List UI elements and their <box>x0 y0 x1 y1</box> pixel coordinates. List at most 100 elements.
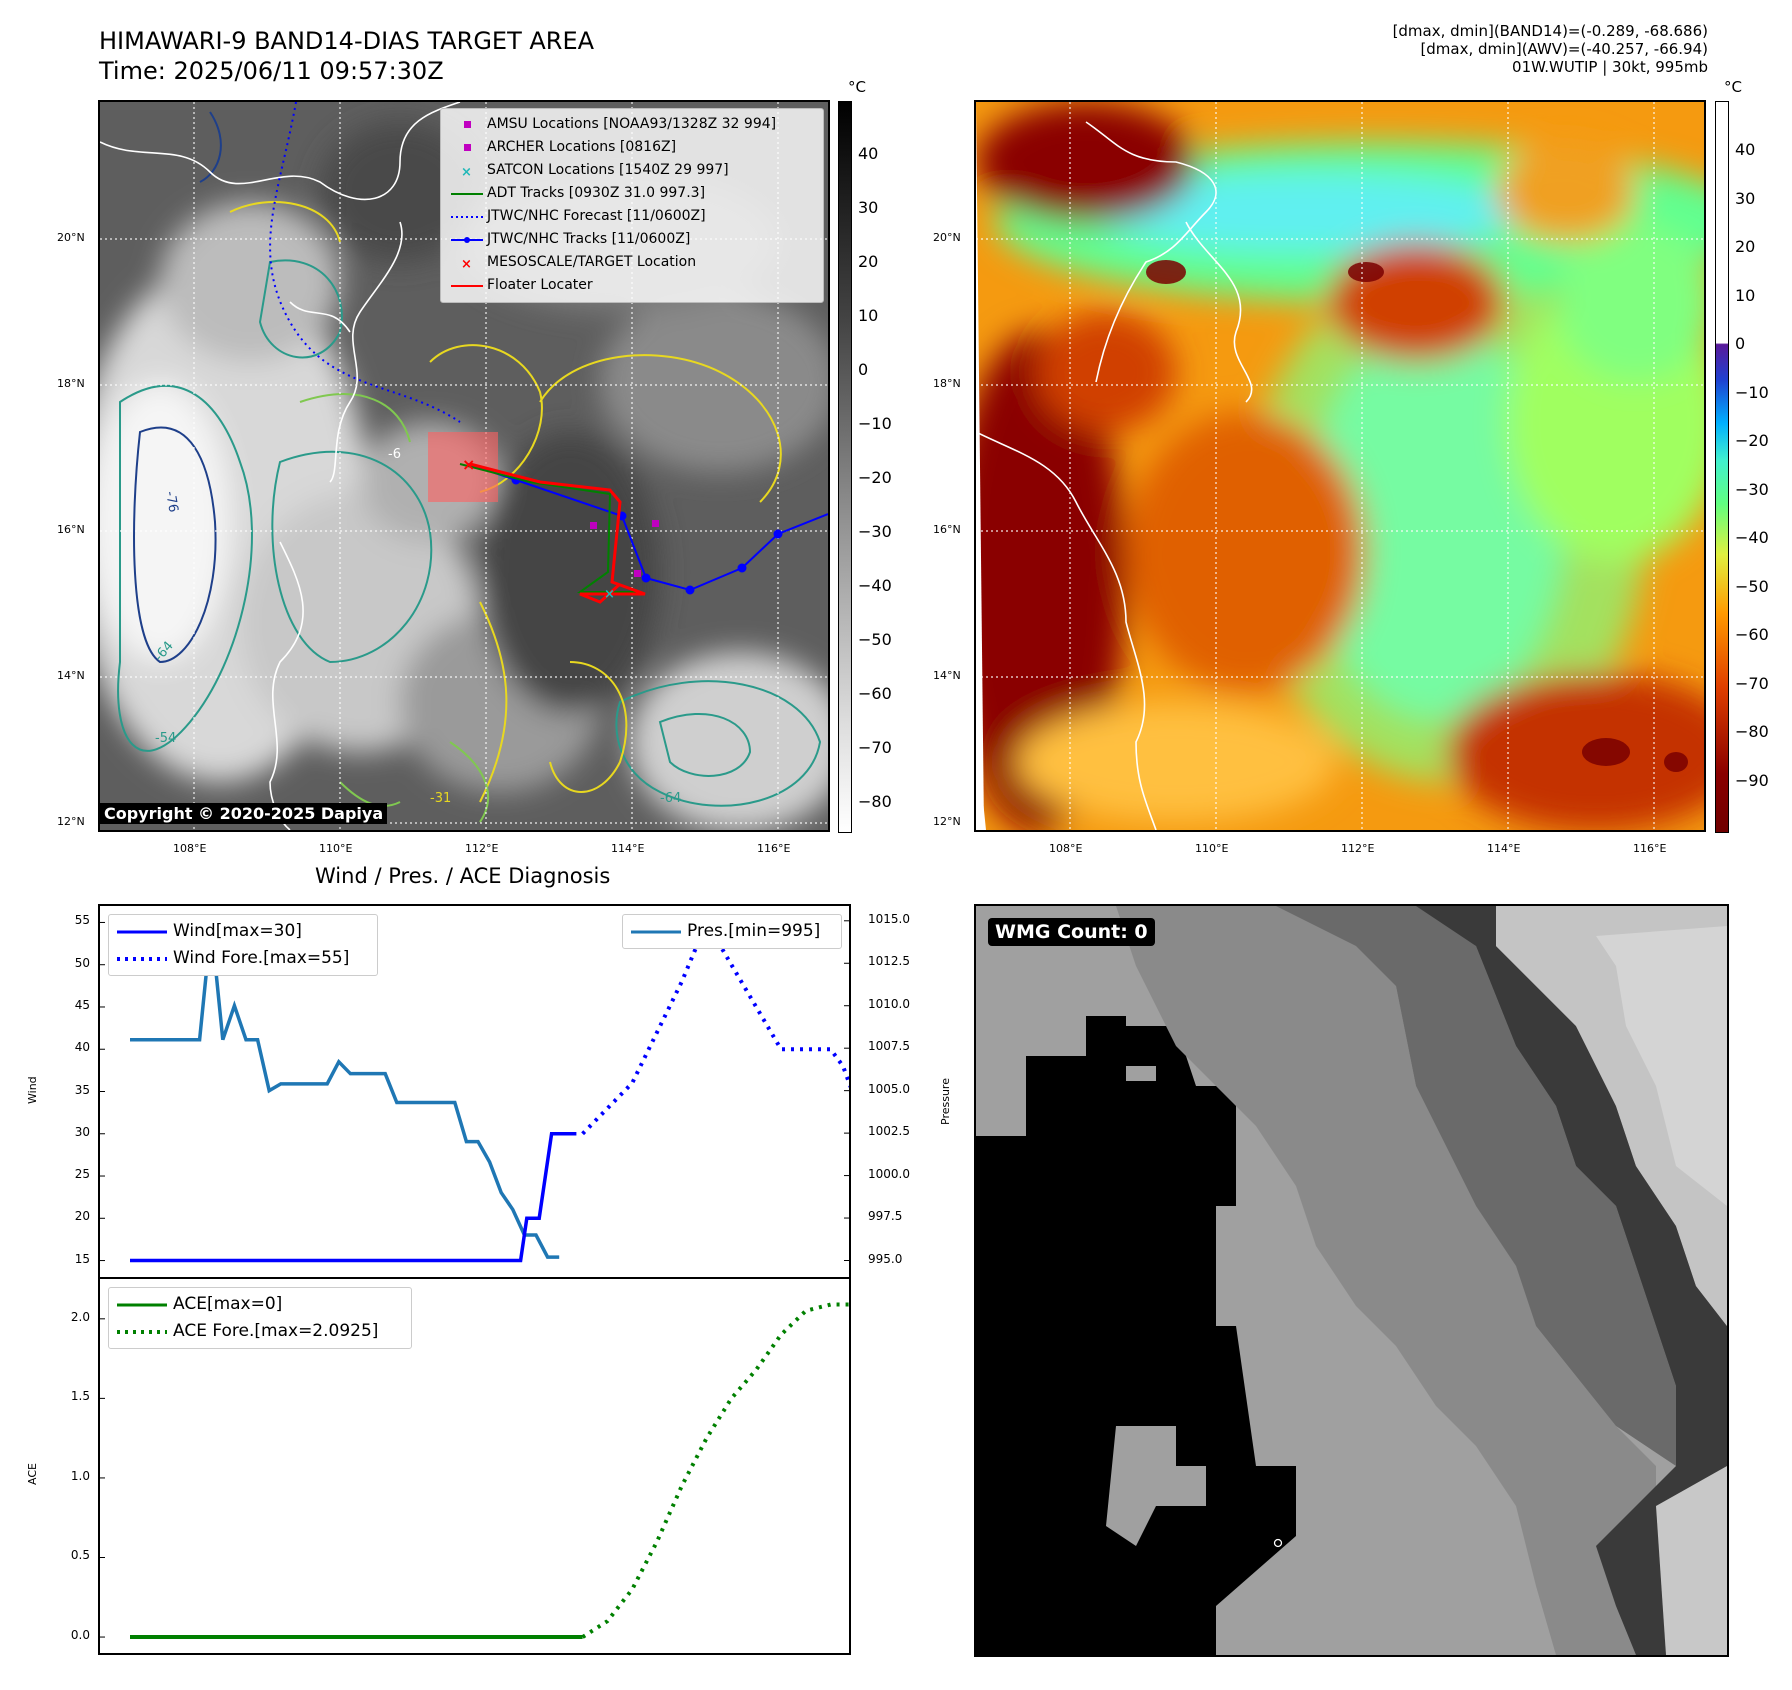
legend-entry-pressure: Pres.[min=995] <box>629 918 835 945</box>
legend-label: MESOSCALE/TARGET Location <box>487 254 697 270</box>
lon-label: 114°E <box>1487 842 1521 855</box>
wind-pressure-plot <box>100 917 849 1263</box>
colorbar-tick: 10 <box>1735 285 1756 305</box>
legend-entry-ace-fore: ACE Fore.[max=2.0925] <box>115 1318 405 1345</box>
pressure-axis-label: Pressure <box>939 1078 952 1125</box>
wind-tick: 20 <box>74 1209 90 1224</box>
wmg-count-label: WMG Count: 0 <box>988 918 1155 946</box>
diag-title: Wind / Pres. / ACE Diagnosis <box>315 864 611 888</box>
colorbar-tick: 40 <box>858 144 879 163</box>
colorbar-tick: 40 <box>1735 140 1756 159</box>
awv-map-panel <box>974 100 1706 832</box>
contour-label: -76 <box>162 490 180 514</box>
legend-symbol: × <box>461 165 472 180</box>
colorbar-tick: 30 <box>858 198 879 217</box>
wind-pressure-panel: Wind[max=30] Wind Fore.[max=55] Pres.[mi… <box>98 904 851 1279</box>
colorbar-right <box>1715 101 1729 833</box>
colorbar-tick: 20 <box>858 252 879 271</box>
colorbar-left <box>838 101 852 833</box>
ace-panel: ACE[max=0] ACE Fore.[max=2.0925] <box>98 1277 851 1655</box>
svg-text:×: × <box>604 587 615 602</box>
ace-plot <box>100 1302 849 1640</box>
colorbar-tick: −90 <box>1735 770 1769 790</box>
pressure-tick: 995.0 <box>868 1251 903 1266</box>
colorbar-tick: −60 <box>858 684 892 703</box>
colorbar-tick: −50 <box>1735 576 1769 596</box>
colorbar-tick: −10 <box>1735 382 1769 402</box>
legend-entry-wind: Wind[max=30] <box>115 918 371 945</box>
pressure-tick: 1012.5 <box>868 954 910 969</box>
colorbar-tick: 30 <box>1735 188 1756 208</box>
colorbar-tick: −40 <box>1735 528 1769 547</box>
copyright-label: Copyright © 2020-2025 Dapiya <box>100 803 388 824</box>
wind-tick: 35 <box>74 1082 90 1097</box>
pressure-tick: 1005.0 <box>868 1081 910 1096</box>
contour-label: -54 <box>155 731 176 746</box>
wind-tick: 50 <box>74 955 90 970</box>
wind-tick: 30 <box>74 1124 90 1139</box>
colorbar-tick: −60 <box>1735 625 1769 644</box>
wind-tick: 40 <box>74 1040 90 1055</box>
legend-label: ACE Fore.[max=2.0925] <box>173 1321 379 1341</box>
lat-label: 18°N <box>57 377 85 390</box>
lat-label: 20°N <box>57 231 85 244</box>
legend-symbol <box>451 237 483 243</box>
title-line-2: Time: 2025/06/11 09:57:30Z <box>99 57 444 85</box>
colorbar-tick: 10 <box>858 306 879 325</box>
map-legend-entry: ADT Tracks [0930Z 31.0 997.3] <box>447 182 817 205</box>
info-line-3: 01W.WUTIP | 30kt, 995mb <box>1512 58 1708 76</box>
contour-label: -31 <box>430 791 451 806</box>
lat-label: 12°N <box>933 815 961 828</box>
contour-label: -64 <box>660 791 681 806</box>
colorbar-tick: 0 <box>1735 334 1746 353</box>
legend-symbol: × <box>461 257 472 272</box>
ace-tick: 0.5 <box>70 1548 90 1563</box>
legend-label: ACE[max=0] <box>173 1294 283 1314</box>
ace-forecast-line <box>581 1302 849 1639</box>
colorbar-tick: 0 <box>858 360 869 379</box>
lon-label: 108°E <box>1049 842 1083 855</box>
lat-label: 20°N <box>933 231 961 244</box>
colorbar-tick: −80 <box>858 792 892 811</box>
legend-label: ADT Tracks [0930Z 31.0 997.3] <box>487 185 706 201</box>
legend-label: ARCHER Locations [0816Z] <box>487 139 677 155</box>
wind-line <box>130 1132 577 1263</box>
pressure-line <box>130 924 560 1259</box>
colorbar-tick: −80 <box>1735 722 1769 741</box>
legend-label: AMSU Locations [NOAA93/1328Z 32 994] <box>487 116 777 132</box>
legend-label: JTWC/NHC Tracks [11/0600Z] <box>487 231 691 247</box>
wind-tick: 55 <box>74 913 90 928</box>
storm-info: [dmax, dmin](BAND14)=(-0.289, -68.686) [… <box>1393 22 1708 76</box>
ace-tick: 1.5 <box>70 1389 90 1404</box>
pressure-tick: 1000.0 <box>868 1166 910 1181</box>
map-legend-entry: JTWC/NHC Tracks [11/0600Z] <box>447 228 817 251</box>
colorbar-tick: −20 <box>858 468 892 487</box>
lon-label: 112°E <box>1341 842 1375 855</box>
colorbar-tick: −30 <box>1735 479 1769 499</box>
figure-title: HIMAWARI-9 BAND14-DIAS TARGET AREA Time:… <box>99 26 594 86</box>
map-legend: AMSU Locations [NOAA93/1328Z 32 994] ARCH… <box>440 108 824 303</box>
info-line-2: [dmax, dmin](AWV)=(-40.257, -66.94) <box>1420 40 1708 58</box>
colorbar-unit-right: °C <box>1724 78 1742 96</box>
lat-label: 16°N <box>57 523 85 536</box>
map-legend-entry: AMSU Locations [NOAA93/1328Z 32 994] <box>447 113 817 136</box>
legend-entry-wind-fore: Wind Fore.[max=55] <box>115 945 371 972</box>
colorbar-tick: −50 <box>858 630 892 649</box>
lon-label: 108°E <box>173 842 207 855</box>
svg-text:×: × <box>462 455 475 474</box>
colorbar-tick: −40 <box>858 576 892 595</box>
colorbar-tick: −30 <box>858 522 892 541</box>
lon-label: 116°E <box>757 842 791 855</box>
wind-tick: 15 <box>74 1251 90 1266</box>
pressure-tick: 1010.0 <box>868 996 910 1011</box>
map-legend-entry: ARCHER Locations [0816Z] <box>447 136 817 159</box>
info-line-1: [dmax, dmin](BAND14)=(-0.289, -68.686) <box>1392 22 1708 40</box>
legend-symbol <box>451 216 483 218</box>
colorbar-tick: −10 <box>858 414 892 433</box>
legend-label: JTWC/NHC Forecast [11/0600Z] <box>487 208 706 224</box>
ace-axis-label: ACE <box>26 1463 39 1485</box>
colorbar-tick: −20 <box>1735 431 1769 450</box>
lat-label: 18°N <box>933 377 961 390</box>
pressure-tick: 1002.5 <box>868 1124 910 1139</box>
lat-label: 14°N <box>57 669 85 682</box>
